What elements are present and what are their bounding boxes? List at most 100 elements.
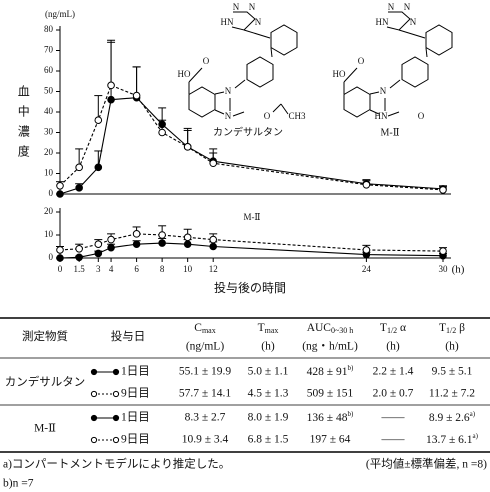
bond	[231, 11, 256, 31]
atom-label: N	[404, 2, 411, 12]
header-sub: max	[202, 326, 216, 335]
header-main: AUC	[307, 322, 332, 334]
bond	[234, 79, 246, 89]
cell-note: b)	[347, 364, 354, 372]
header-cell: T1/2 α	[380, 322, 406, 335]
marker	[56, 246, 64, 254]
error-bar	[94, 95, 103, 121]
cell: 2.2 ± 1.4	[373, 366, 414, 378]
group-name: M-Ⅱ	[34, 423, 56, 435]
legend-marker	[90, 414, 98, 422]
y-tick-label: 30	[44, 127, 54, 137]
marker	[158, 239, 166, 247]
series-line	[59, 97, 444, 195]
cell: 13.7 ± 6.1a)	[426, 432, 479, 446]
bond	[389, 79, 401, 89]
marker	[158, 231, 166, 239]
x-tick-label: 6	[134, 264, 139, 274]
header-unit: (h)	[386, 341, 400, 353]
header-main: 投与日	[111, 329, 146, 343]
cell: 2.0 ± 0.7	[373, 388, 414, 400]
bond	[386, 11, 411, 31]
cell-value: 8.9 ± 2.6	[429, 412, 470, 424]
atom-label: N	[233, 2, 240, 12]
cell-value: 428 ± 91	[307, 366, 348, 378]
cell: 55.1 ± 19.9	[179, 366, 232, 378]
cell-note: a)	[473, 432, 479, 440]
x-axis-title: 投与後の時間	[214, 280, 286, 295]
x-tick-label: 10	[183, 264, 193, 274]
marker	[107, 81, 115, 90]
marker	[75, 184, 83, 192]
cell: ――	[381, 434, 406, 446]
bond	[401, 56, 429, 88]
cell: 197 ± 64	[310, 434, 351, 446]
header-cell: T1/2 β	[439, 322, 465, 335]
error-bar	[107, 39, 116, 86]
atom-label: O	[358, 56, 365, 66]
atom-label: N	[225, 111, 232, 121]
cell: 8.0 ± 1.9	[248, 412, 289, 424]
bond	[425, 47, 428, 58]
x-unit: (h)	[452, 264, 465, 276]
marker	[209, 159, 217, 168]
marker	[132, 91, 141, 100]
y-tick-label: 0	[49, 188, 54, 198]
bond	[369, 91, 380, 95]
marker	[107, 235, 115, 244]
y-axis-title: 血中濃度	[16, 85, 30, 165]
y-tick-label: 50	[44, 86, 54, 96]
marker	[56, 190, 64, 198]
legend-marker	[90, 390, 98, 398]
x-tick-label: 4	[109, 264, 114, 274]
x-tick-label: 30	[439, 264, 449, 274]
atom-label: HN	[221, 17, 234, 27]
y-tick-label: 0	[49, 252, 54, 262]
bond	[188, 86, 216, 118]
header-main: T	[258, 322, 265, 334]
bond	[232, 111, 245, 117]
bond	[343, 86, 371, 118]
note: b)n =7	[3, 478, 34, 490]
marker	[209, 235, 217, 244]
y-tick-label: 60	[44, 65, 54, 75]
bond	[270, 47, 273, 58]
day: 1日目	[121, 412, 150, 424]
legend-marker	[112, 414, 120, 422]
header-cell: Cmax	[194, 322, 215, 335]
atom-label: N	[410, 17, 417, 27]
marker	[439, 186, 447, 194]
marker	[183, 240, 192, 248]
bond	[343, 67, 358, 83]
marker	[132, 230, 141, 238]
legend-marker	[90, 368, 98, 376]
y-tick-label: 70	[44, 45, 54, 55]
marker	[56, 254, 64, 262]
atom-label: O	[203, 56, 210, 66]
marker	[439, 247, 447, 255]
marker	[94, 116, 103, 124]
cell: 428 ± 91b)	[307, 364, 354, 378]
bond	[214, 91, 225, 95]
cell: 9.5 ± 5.1	[432, 366, 473, 378]
legend-marker	[112, 436, 120, 444]
bond	[387, 111, 400, 117]
x-tick-label: 1.5	[74, 264, 86, 274]
atom-label: O	[418, 111, 425, 121]
marker	[183, 143, 192, 151]
header-tail: β	[456, 322, 465, 334]
y-tick-label: 20	[44, 147, 54, 157]
x-tick-label: 12	[209, 264, 218, 274]
header-main: T	[439, 322, 446, 334]
bond	[243, 29, 271, 39]
bond	[188, 67, 203, 83]
cell: 6.8 ± 1.5	[248, 434, 289, 446]
day: 1日目	[121, 366, 150, 378]
series-line	[59, 242, 444, 259]
atom-label: N	[255, 17, 262, 27]
header-sub: 1/2	[446, 326, 456, 335]
y-tick-label: 10	[44, 229, 54, 239]
header-main: T	[380, 322, 387, 334]
bond	[398, 29, 426, 39]
marker	[94, 163, 103, 172]
